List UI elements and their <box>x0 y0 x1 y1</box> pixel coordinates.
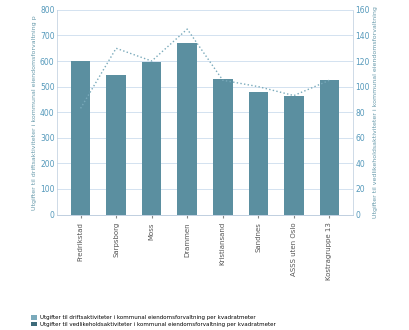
Bar <box>283 96 303 214</box>
Bar <box>248 92 267 214</box>
Bar <box>319 80 338 214</box>
Y-axis label: Utgifter til vedlikeholdsaktiviteter i kommunal eiendomsforvaltning: Utgifter til vedlikeholdsaktiviteter i k… <box>372 6 377 218</box>
Legend: Utgifter til driftsaktiviteter i kommunal eiendomsforvaltning per kvadratmeter, : Utgifter til driftsaktiviteter i kommuna… <box>31 315 275 327</box>
Y-axis label: Utgifter til driftsaktiviteter i kommunal eiendomsforvaltning p: Utgifter til driftsaktiviteter i kommuna… <box>32 15 37 210</box>
Bar <box>213 79 232 214</box>
Bar <box>142 62 161 215</box>
Bar <box>106 75 126 214</box>
Bar <box>71 61 90 214</box>
Bar <box>177 43 196 214</box>
